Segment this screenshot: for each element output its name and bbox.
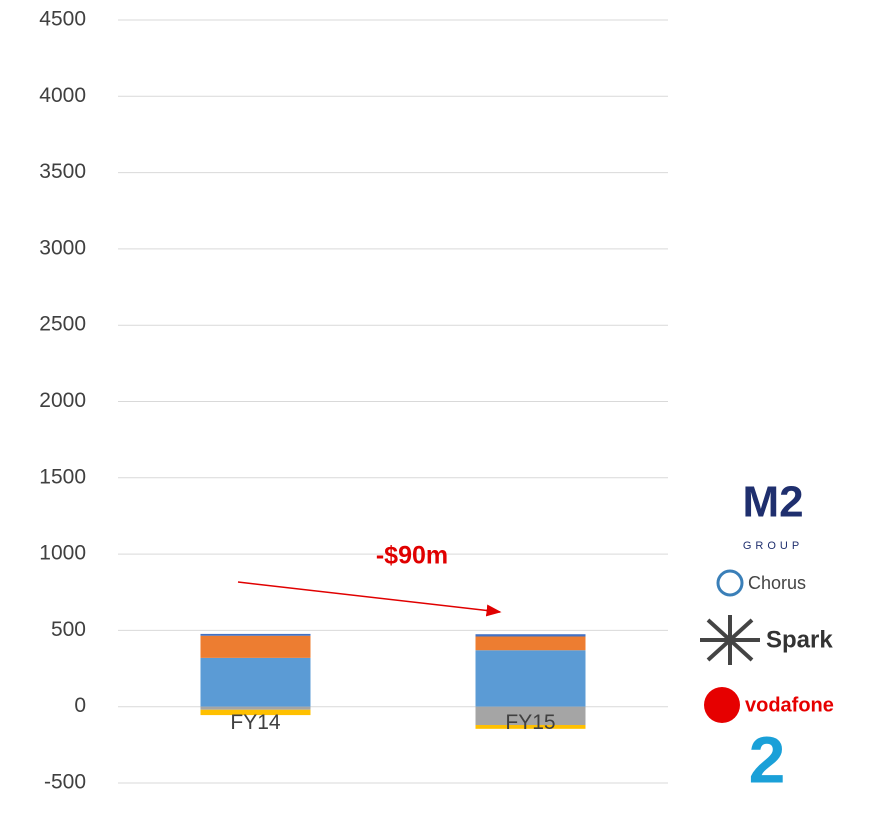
bar-segment	[200, 633, 311, 636]
logo-chorus: Chorus	[748, 573, 806, 593]
bar-segment	[475, 636, 586, 651]
bar-segment	[475, 706, 586, 726]
plot-area: -500 0 500 1000 1500 2000 2500 3000 3500 4000 4500…	[39, 8, 668, 794]
y-tick-label: 2000	[39, 389, 86, 412]
logos: M2 GROUP Chorus Spark vodafone 2	[700, 478, 834, 796]
annotation: -$90m	[376, 542, 448, 570]
y-tick-label: 3000	[39, 236, 86, 259]
bar-segment	[475, 650, 586, 707]
annotation-arrow	[237, 581, 502, 617]
y-tick-label: 4500	[39, 8, 86, 31]
y-tick-label: 4000	[39, 84, 86, 107]
bar-segment	[475, 725, 586, 729]
logo-vodafone-icon	[704, 687, 740, 723]
y-tick-label: 2500	[39, 313, 86, 336]
logo-2degrees: 2	[749, 722, 786, 796]
bar-segment	[200, 706, 311, 710]
logo-chorus-icon	[716, 569, 744, 597]
bar-segment	[200, 709, 311, 716]
y-tick-label: 3500	[39, 160, 86, 183]
bar-segment	[200, 657, 311, 707]
logo-spark: Spark	[766, 626, 833, 653]
y-tick-label: 1500	[39, 465, 86, 488]
bar-segment	[475, 634, 586, 637]
y-tick-label: -500	[44, 771, 86, 794]
x-tick-label: FY14	[230, 711, 281, 734]
x-tick-label: FY15	[505, 711, 555, 734]
logo-m2-sub: GROUP	[743, 540, 803, 552]
logo-vodafone: vodafone	[745, 694, 834, 716]
y-tick-label: 0	[74, 694, 86, 717]
y-tick-label: 1000	[39, 542, 86, 565]
y-tick-label: 500	[51, 618, 86, 641]
logo-spark-icon	[700, 615, 760, 665]
logo-m2: M2	[742, 478, 803, 527]
bar-segment	[200, 635, 311, 658]
